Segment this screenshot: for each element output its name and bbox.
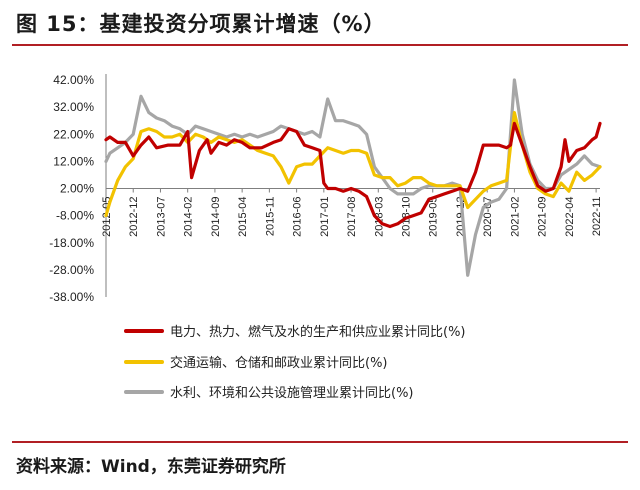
chart: 42.00% 32.00% 22.00% 12.00% 2.00% -8.00% -18.0…: [49, 73, 603, 401]
series-line: [104, 121, 602, 229]
y-tick-label: -38.00%: [49, 290, 94, 304]
legend: 电力、热力、燃气及水的生产和供应业累计同比(%) 交通运输、仓储和邮政业累计同比(…: [124, 324, 466, 401]
x-tick-label: 2015-04: [237, 196, 249, 236]
x-tick-label: 2017-01: [319, 197, 331, 237]
x-tick-label: 2022-04: [564, 197, 576, 237]
y-tick-labels: 42.00% 32.00% 22.00% 12.00% 2.00% -8.00% -18.0…: [49, 73, 94, 304]
source-note: 资料来源：Wind，东莞证券研究所: [16, 457, 286, 477]
x-tick-label: 2019-05: [428, 197, 440, 237]
series-line: [104, 111, 602, 218]
title-rule: [12, 44, 628, 46]
x-tick-labels: 2012-05 2012-12 2013-07 2014-02 2014-09 2015-…: [101, 196, 603, 236]
x-tick-label: 2015-11: [264, 197, 276, 237]
legend-label: 水利、环境和公共设施管理业累计同比(%): [170, 386, 414, 401]
page-title: 图 15：基建投资分项累计增速（%）: [16, 12, 386, 36]
x-tick-label: 2012-12: [128, 197, 140, 237]
y-tick-label: 12.00%: [53, 154, 94, 168]
y-tick-label: 22.00%: [53, 127, 94, 141]
footer-rule: [12, 441, 628, 443]
x-tick-label: 2021-09: [537, 197, 549, 237]
series-lines: [104, 78, 602, 277]
y-tick-label: -28.00%: [49, 263, 94, 277]
x-tick-label: 2018-03: [373, 197, 385, 237]
x-tick-label: 2016-06: [292, 197, 304, 237]
y-tick-label: 2.00%: [60, 182, 94, 196]
x-tick-label: 2022-11: [591, 197, 603, 237]
y-tick-label: -18.00%: [49, 236, 94, 250]
y-tick-label: 42.00%: [53, 73, 94, 87]
series-line: [104, 78, 602, 277]
chart-axes: [105, 74, 600, 297]
x-tick-label: 2017-08: [346, 197, 358, 237]
legend-label: 交通运输、仓储和邮政业累计同比(%): [170, 355, 388, 371]
x-tick-label: 2014-09: [210, 197, 222, 237]
y-tick-label: -8.00%: [56, 209, 94, 223]
x-tick-label: 2014-02: [183, 197, 195, 237]
x-tick-label: 2013-07: [155, 197, 167, 237]
y-tick-label: 32.00%: [53, 100, 94, 114]
legend-label: 电力、热力、燃气及水的生产和供应业累计同比(%): [170, 324, 466, 340]
x-tick-label: 2021-02: [509, 197, 521, 237]
